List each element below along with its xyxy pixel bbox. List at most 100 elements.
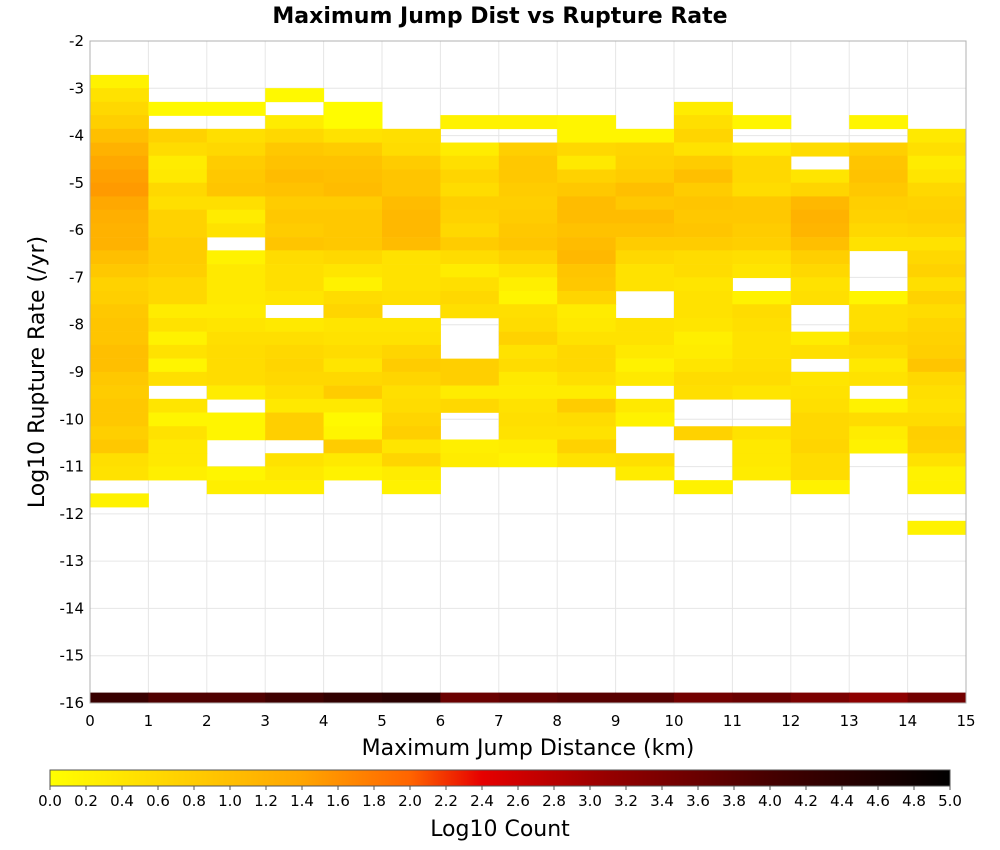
heatmap-cell xyxy=(382,237,441,252)
heatmap-cell xyxy=(265,237,325,252)
heatmap-cell xyxy=(557,439,617,454)
heatmap-cell xyxy=(790,142,850,157)
heatmap-cell xyxy=(440,250,500,265)
heatmap-cell xyxy=(557,196,617,211)
heatmap-cell xyxy=(557,426,617,441)
heatmap-cell xyxy=(206,155,266,170)
colorbar-tick-label: 1.6 xyxy=(326,792,350,810)
heatmap-cell xyxy=(498,291,558,306)
heatmap-cell xyxy=(907,277,967,292)
heatmap-cell xyxy=(206,264,266,279)
heatmap-cell xyxy=(732,250,792,265)
heatmap-cell xyxy=(148,250,208,265)
heatmap-cell xyxy=(557,155,617,170)
heatmap-cell xyxy=(615,344,675,359)
heatmap-cell xyxy=(790,412,850,427)
heatmap-cell xyxy=(265,209,325,224)
heatmap-cell xyxy=(498,237,558,252)
heatmap-cell xyxy=(498,155,558,170)
heatmap-cell-bottom xyxy=(849,692,909,703)
heatmap-cell xyxy=(440,142,500,157)
heatmap-cell xyxy=(790,480,850,495)
heatmap-cell xyxy=(323,277,383,292)
heatmap-cell xyxy=(148,237,208,252)
y-tick-label: -3 xyxy=(69,79,84,97)
heatmap-cell xyxy=(907,291,967,306)
heatmap-cell xyxy=(849,371,909,386)
heatmap-cell xyxy=(674,317,733,332)
heatmap-cell xyxy=(382,223,441,238)
heatmap-cell xyxy=(615,331,675,346)
heatmap-cell xyxy=(732,439,792,454)
heatmap-cell xyxy=(440,264,500,279)
heatmap-cell xyxy=(90,169,149,184)
heatmap-cell xyxy=(498,169,558,184)
x-tick-label: 9 xyxy=(611,712,621,730)
colorbar-tick-label: 1.4 xyxy=(290,792,314,810)
heatmap-cell xyxy=(849,398,909,413)
heatmap-cell xyxy=(148,277,208,292)
heatmap-cells xyxy=(90,74,967,703)
heatmap-cell xyxy=(615,209,675,224)
y-tick-label: -5 xyxy=(69,174,84,192)
x-tick-label: 2 xyxy=(202,712,212,730)
heatmap-cell xyxy=(732,331,792,346)
x-tick-label: 7 xyxy=(494,712,504,730)
heatmap-cell xyxy=(732,466,792,481)
heatmap-cell xyxy=(790,439,850,454)
heatmap-cell xyxy=(907,128,967,143)
heatmap-cell xyxy=(732,155,792,170)
heatmap-cell xyxy=(440,115,500,130)
heatmap-cell xyxy=(382,398,441,413)
heatmap-cell xyxy=(674,128,733,143)
heatmap-cell xyxy=(265,128,325,143)
heatmap-cell xyxy=(498,250,558,265)
heatmap-cell xyxy=(498,142,558,157)
heatmap-cell xyxy=(265,344,325,359)
x-tick-label: 6 xyxy=(436,712,446,730)
heatmap-cell-bottom xyxy=(265,692,325,703)
heatmap-cell xyxy=(206,344,266,359)
heatmap-cell xyxy=(849,182,909,197)
heatmap-cell xyxy=(498,453,558,468)
heatmap-cell xyxy=(323,385,383,400)
heatmap-cell xyxy=(790,237,850,252)
heatmap-cell-bottom xyxy=(557,692,617,703)
heatmap-cell xyxy=(498,182,558,197)
heatmap-cell xyxy=(674,115,733,130)
heatmap-cell xyxy=(849,291,909,306)
heatmap-cell xyxy=(732,291,792,306)
x-tick-label: 14 xyxy=(898,712,917,730)
heatmap-cell xyxy=(323,209,383,224)
heatmap-cell xyxy=(90,209,149,224)
heatmap-cell xyxy=(148,412,208,427)
heatmap-cell xyxy=(382,209,441,224)
heatmap-cell-bottom xyxy=(907,692,967,703)
heatmap-cell xyxy=(90,426,149,441)
heatmap-cell xyxy=(790,466,850,481)
heatmap-cell-bottom xyxy=(732,692,792,703)
heatmap-cell xyxy=(90,466,149,481)
heatmap-cell xyxy=(674,142,733,157)
heatmap-cell xyxy=(907,466,967,481)
heatmap-cell xyxy=(615,223,675,238)
colorbar-tick-label: 0.4 xyxy=(110,792,134,810)
heatmap-cell xyxy=(148,317,208,332)
heatmap-cell xyxy=(615,317,675,332)
heatmap-cell xyxy=(615,128,675,143)
heatmap-cell xyxy=(732,344,792,359)
heatmap-cell xyxy=(615,250,675,265)
heatmap-cell xyxy=(206,317,266,332)
heatmap-cell xyxy=(382,344,441,359)
heatmap-cell xyxy=(615,142,675,157)
colorbar-title: Log10 Count xyxy=(430,817,570,842)
heatmap-cell xyxy=(615,182,675,197)
heatmap-cell xyxy=(382,317,441,332)
heatmap-cell xyxy=(90,196,149,211)
heatmap-cell xyxy=(849,196,909,211)
heatmap-cell xyxy=(907,317,967,332)
heatmap-cell xyxy=(907,453,967,468)
colorbar-tick-label: 0.0 xyxy=(38,792,62,810)
colorbar-tick-label: 3.2 xyxy=(614,792,638,810)
heatmap-cell xyxy=(498,317,558,332)
